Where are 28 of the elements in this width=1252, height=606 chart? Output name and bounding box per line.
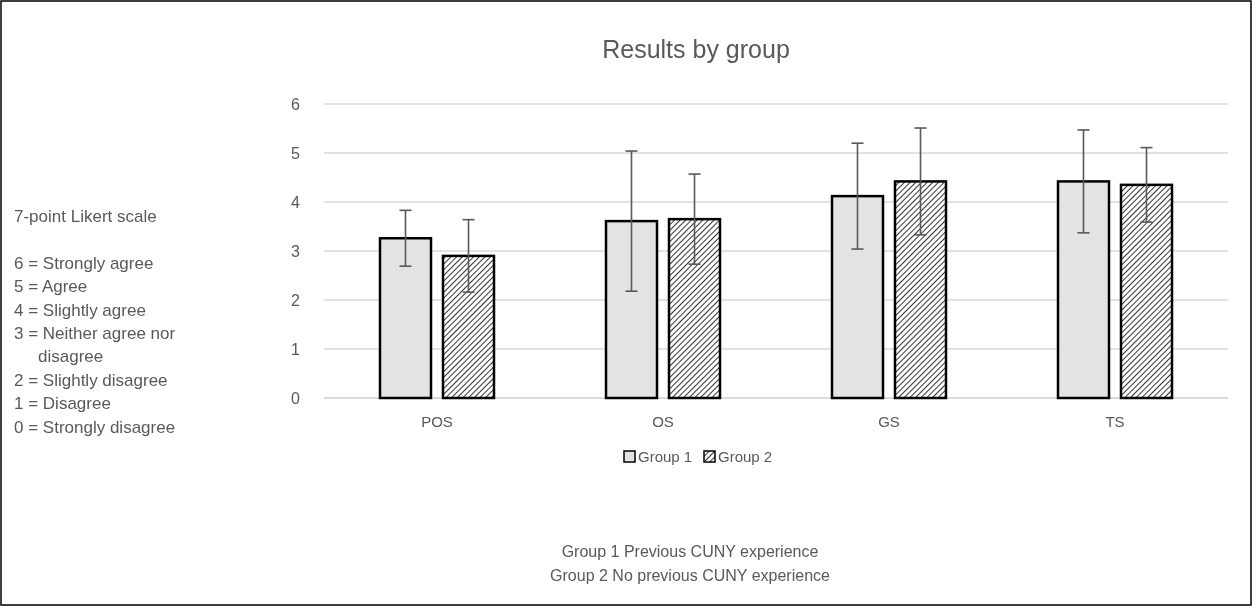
text: 3 = Neither agree nor disagree: [14, 324, 176, 367]
bar: [893, 180, 948, 400]
text: 6 = Strongly agree: [14, 253, 154, 273]
y-tick-label: 1: [291, 341, 301, 358]
x-tick-label: TS: [1105, 413, 1125, 430]
text: 4 = Slightly agree: [14, 300, 146, 320]
legend-label: Group 2: [718, 448, 773, 465]
text: 0 = Strongly disagree: [14, 417, 176, 437]
text: Group 1 Previous CUNY experience: [561, 543, 819, 560]
legend-label: Group 1: [638, 448, 693, 465]
text: Group 2 No previous CUNY experience: [550, 567, 831, 584]
y-tick-label: 0: [291, 390, 301, 407]
text: 1 = Disagree: [14, 394, 111, 414]
text: 2 = Slightly disagree: [14, 370, 168, 390]
bar: [667, 217, 722, 400]
bar: [441, 254, 496, 400]
chart-title: Results by group: [602, 35, 790, 63]
x-tick-label: OS: [652, 413, 674, 430]
y-tick-label: 6: [291, 96, 301, 113]
bar: [1119, 183, 1174, 400]
y-tick-label: 5: [291, 145, 301, 162]
x-tick-label: POS: [421, 413, 453, 430]
y-tick-label: 4: [291, 194, 301, 211]
text: 7-point Likert scale: [14, 207, 157, 226]
text: 5 = Agree: [14, 277, 88, 297]
x-tick-label: GS: [878, 413, 900, 430]
y-tick-label: 2: [291, 292, 301, 309]
y-tick-label: 3: [291, 243, 301, 260]
